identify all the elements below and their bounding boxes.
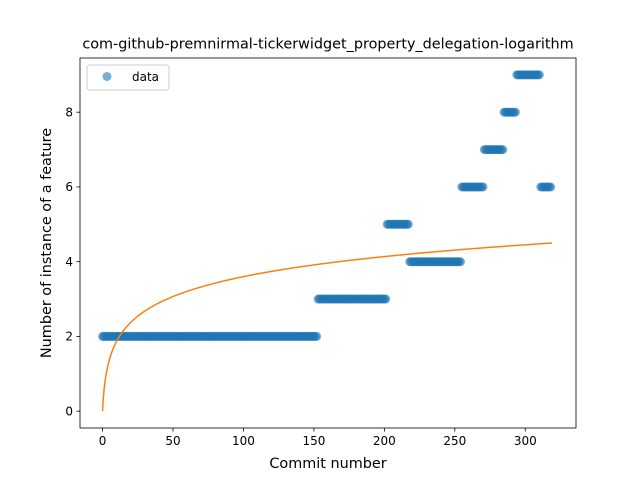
y-tick-label: 0 xyxy=(65,404,73,418)
y-tick-label: 6 xyxy=(65,180,73,194)
y-tick-label: 2 xyxy=(65,330,73,344)
x-tick-label: 250 xyxy=(443,434,466,448)
data-point xyxy=(510,107,520,117)
y-axis-label: Number of instance of a feature xyxy=(39,128,55,358)
y-tick-label: 4 xyxy=(65,255,73,269)
fit-line-group xyxy=(101,242,553,412)
data-point xyxy=(455,257,465,267)
plot-frame xyxy=(79,57,577,429)
fit-line xyxy=(101,242,553,412)
data-marks xyxy=(98,70,556,341)
x-tick-label: 0 xyxy=(99,434,107,448)
x-tick-label: 50 xyxy=(165,434,180,448)
legend-label-data: data xyxy=(132,70,159,84)
data-point xyxy=(498,145,508,155)
data-point xyxy=(534,70,544,80)
x-tick-label: 100 xyxy=(232,434,255,448)
plot-area xyxy=(79,57,577,429)
legend-marker-data xyxy=(102,72,112,81)
x-tick-label: 150 xyxy=(302,434,325,448)
x-axis-ticks: 0 50 100 150 200 250 300 xyxy=(99,428,537,448)
data-point xyxy=(403,219,413,229)
legend-box xyxy=(86,64,170,91)
chart-title: com-github-premnirmal-tickerwidget_prope… xyxy=(82,37,573,53)
plot-background xyxy=(80,58,576,428)
x-axis-label: Commit number xyxy=(269,456,386,472)
x-tick-label: 300 xyxy=(514,434,537,448)
data-point xyxy=(478,182,488,192)
legend: data xyxy=(86,64,170,91)
data-point xyxy=(312,331,322,341)
x-tick-label: 200 xyxy=(373,434,396,448)
y-tick-label: 8 xyxy=(65,105,73,119)
y-axis-ticks: 0 2 4 6 8 xyxy=(65,105,80,418)
data-point xyxy=(381,294,391,304)
data-point xyxy=(546,182,556,192)
